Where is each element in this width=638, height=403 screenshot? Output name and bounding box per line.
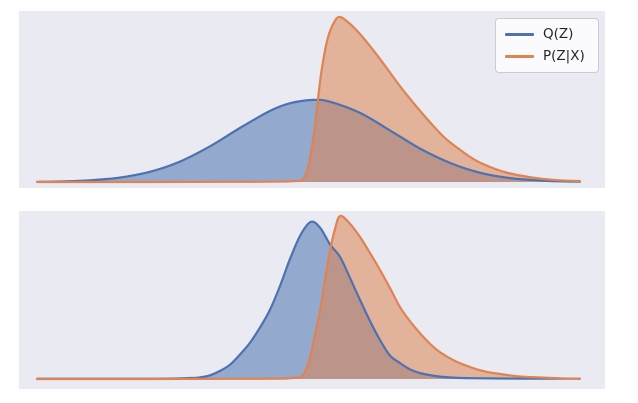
top-qz-curve <box>36 98 581 183</box>
legend-label-pzx: P(Z|X) <box>543 47 585 64</box>
legend-label-qz: Q(Z) <box>543 25 574 42</box>
legend: Q(Z) P(Z|X) <box>495 18 599 73</box>
legend-line-sample-qz <box>505 33 534 36</box>
legend-line-sample-pzx <box>505 55 534 58</box>
legend-entry-qz: Q(Z) <box>505 26 588 43</box>
bottom-qz-fill <box>37 221 580 379</box>
top-pzx-curve <box>36 15 581 184</box>
bottom-qz-curve <box>36 220 581 380</box>
legend-entry-pzx: P(Z|X) <box>505 48 588 65</box>
top-pzx-fill <box>37 16 580 183</box>
bottom-pzx-curve <box>36 214 581 381</box>
